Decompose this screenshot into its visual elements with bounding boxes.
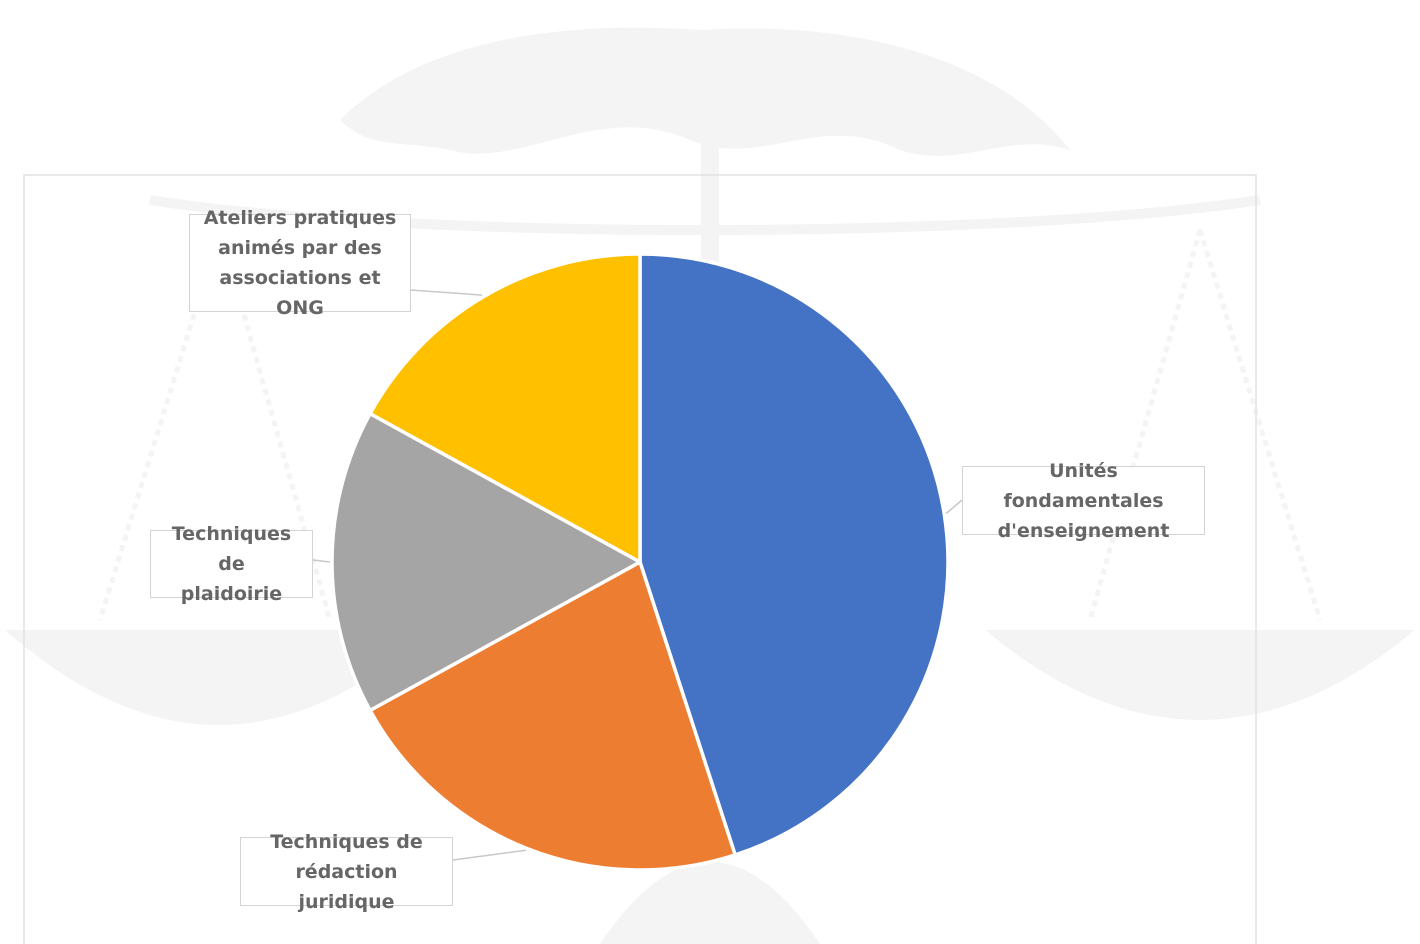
- slice-data-label: Unités fondamentales d'enseignement: [962, 460, 1205, 542]
- slice-label-line: Techniques de: [171, 523, 292, 575]
- pie-slice: [368, 252, 642, 564]
- pie-slice: [330, 411, 642, 713]
- pie-slice: [368, 560, 737, 872]
- callout-leader-line: [945, 499, 963, 515]
- slice-label-line: rédaction juridique: [295, 860, 398, 913]
- slice-label-line: Techniques de: [270, 830, 423, 853]
- callout-leader-line: [312, 559, 331, 563]
- slice-label-line: d'enseignement: [997, 519, 1170, 542]
- slice-label-line: Ateliers pratiques: [203, 207, 397, 229]
- slice-label-line: plaidoirie: [180, 583, 283, 605]
- callout-leader-line: [452, 849, 526, 861]
- pie-slice: [638, 252, 950, 857]
- slice-data-label: Techniques de plaidoirie: [150, 523, 313, 605]
- slice-label-line: animés par des: [218, 237, 382, 259]
- callout-leader-line: [410, 289, 483, 296]
- slice-data-label: Techniques de rédaction juridique: [240, 831, 453, 913]
- scales-of-justice-watermark: [5, 27, 1415, 944]
- slice-label-line: Unités fondamentales: [1003, 459, 1164, 512]
- slice-data-label: Ateliers pratiques animés par des associat…: [189, 207, 411, 319]
- slice-label-line: associations et ONG: [219, 267, 381, 319]
- plot-frame: [23, 174, 1257, 944]
